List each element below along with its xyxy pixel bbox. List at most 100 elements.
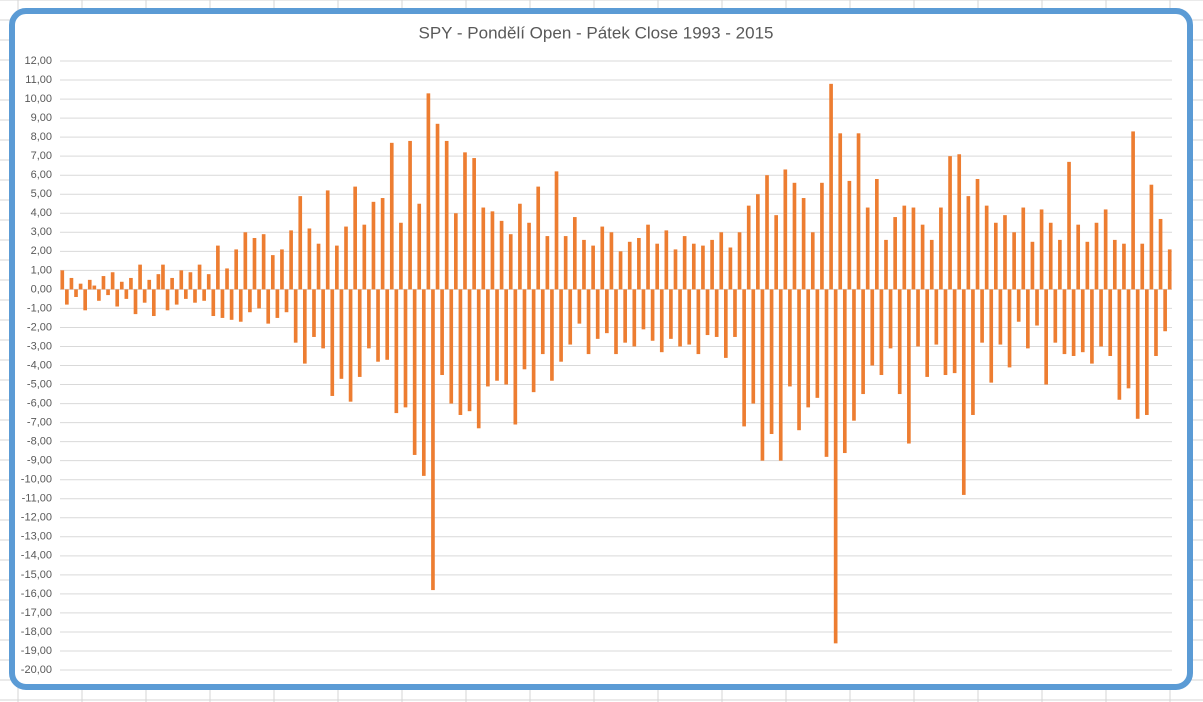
bar [435,123,440,290]
bar [907,289,911,444]
bar [975,178,980,290]
bar [829,83,833,290]
bar [655,243,660,290]
bar [705,289,710,336]
bar [637,237,641,290]
bar [1117,289,1122,400]
bar [961,289,966,495]
bar [65,289,69,305]
bar [682,236,687,290]
bar [989,289,994,383]
bar [321,289,325,349]
y-tick-label: -15,00 [21,569,52,581]
bar [444,140,449,290]
chart-area[interactable] [9,8,1193,690]
bar [792,182,797,290]
bar [888,289,893,349]
bar [701,245,705,290]
bar [920,224,925,290]
bar [993,222,998,290]
bar [1012,232,1016,290]
bar [133,289,138,315]
bar [243,232,248,290]
y-tick-label: 3,00 [31,226,52,238]
bar [389,142,394,290]
bar [220,289,225,318]
bar [966,196,971,290]
bar [1021,207,1026,290]
bar [1140,243,1145,290]
bar [426,93,431,290]
bar [87,279,92,290]
bar [1167,249,1172,290]
y-tick-label: -12,00 [21,512,52,524]
bar [325,190,330,290]
bar [225,268,229,290]
y-tick-label: 5,00 [31,188,52,200]
bar [211,289,216,317]
bar [1112,239,1117,290]
bar [687,289,692,345]
y-tick-label: -8,00 [27,436,52,448]
bar [641,289,646,330]
bar [399,222,403,290]
bar [856,133,861,290]
bar [335,245,339,290]
bar [1016,289,1021,322]
chart-title: SPY - Pondělí Open - Pátek Close 1993 - … [418,23,773,42]
bar [449,289,454,404]
bar [952,289,957,374]
y-tick-label: 6,00 [31,169,52,181]
bar [646,224,650,290]
bar [760,289,765,461]
bar [669,289,673,339]
bar [939,207,943,290]
bar [531,289,536,393]
bar [202,289,206,301]
bar [852,289,856,421]
bar [518,203,522,290]
bar [943,289,948,376]
bar [394,289,399,414]
y-tick-label: 11,00 [25,74,52,86]
bar [591,245,595,290]
bar [609,232,614,290]
bar [884,239,888,290]
bar [916,289,920,347]
y-tick-label: 7,00 [31,150,52,162]
bar [911,207,916,290]
bar [270,255,275,290]
bar [151,289,156,317]
bar [467,289,472,412]
bar [1053,289,1058,343]
bar [623,289,627,343]
bar [751,289,756,404]
bar [257,289,261,309]
bar [238,289,243,322]
y-tick-label: -10,00 [21,474,52,486]
bar [614,289,618,355]
bar [586,289,591,355]
bar [778,289,783,461]
bar [650,289,655,341]
bar [632,289,637,347]
y-tick-label: -11,00 [22,493,52,505]
y-tick-label: -18,00 [21,626,52,638]
bar [74,289,78,297]
bar [870,289,875,366]
bar [97,289,101,301]
bar [879,289,884,376]
bar [696,289,701,355]
bar [522,289,527,370]
bar [714,289,719,337]
bar [1145,289,1149,415]
bar [431,289,435,591]
bar [865,207,870,290]
bar [719,232,724,290]
bar [490,211,495,290]
bar [847,180,852,290]
bar [156,274,161,290]
bar [312,289,316,337]
bar [559,289,563,362]
bar [527,222,531,290]
